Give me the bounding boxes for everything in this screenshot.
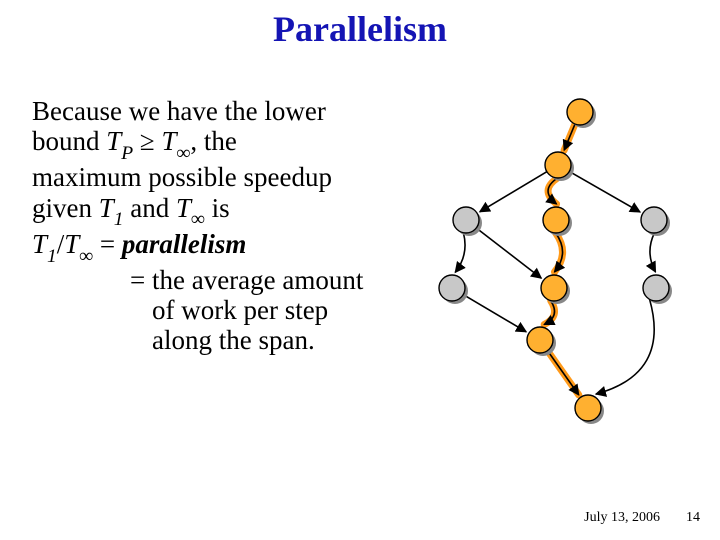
body-indent: = the average amount = of work per step … bbox=[130, 265, 412, 356]
math-sub: 1 bbox=[47, 246, 57, 267]
math-eq: = bbox=[93, 229, 122, 259]
body-text: Because we have the lower bound TP ≥ T∞,… bbox=[32, 96, 412, 356]
body-line: along the span. bbox=[152, 325, 315, 355]
math-T: T bbox=[32, 229, 47, 259]
math-T: T bbox=[64, 229, 79, 259]
body-line: , the bbox=[190, 126, 237, 156]
body-line: maximum possible speedup bbox=[32, 162, 332, 192]
math-geq: ≥ bbox=[133, 126, 161, 156]
body-line: is bbox=[205, 193, 230, 223]
body-line: of work per step bbox=[152, 295, 328, 325]
body-line: Because we have the lower bbox=[32, 96, 326, 126]
math-sub: ∞ bbox=[191, 209, 205, 230]
math-T: T bbox=[99, 193, 114, 223]
math-sub: ∞ bbox=[79, 246, 93, 267]
math-sub: P bbox=[121, 143, 133, 164]
math-T: T bbox=[106, 126, 121, 156]
term-parallelism: parallelism bbox=[122, 229, 247, 259]
body-line: given bbox=[32, 193, 99, 223]
body-line: = the average amount bbox=[130, 265, 363, 295]
math-sub: 1 bbox=[114, 209, 124, 230]
dag-diagram bbox=[420, 90, 690, 430]
footer-page: 14 bbox=[686, 510, 700, 526]
body-line: bound bbox=[32, 126, 106, 156]
math-sub: ∞ bbox=[177, 143, 191, 164]
math-T: T bbox=[176, 193, 191, 223]
slide-title: Parallelism bbox=[0, 8, 720, 50]
footer-date: July 13, 2006 bbox=[584, 510, 660, 526]
math-T: T bbox=[161, 126, 176, 156]
body-line: and bbox=[124, 193, 176, 223]
